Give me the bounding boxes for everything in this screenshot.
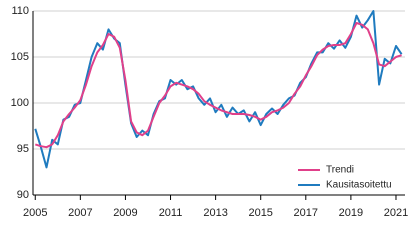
- x-tick-label: 2005: [23, 207, 47, 219]
- y-tick-label: 100: [11, 97, 29, 109]
- y-tick-label: 105: [11, 51, 29, 63]
- x-tick-label: 2007: [68, 207, 92, 219]
- series-line: [34, 10, 403, 169]
- chart: 90 95 100 105 110 2005 2007 2009 2011 2013 2015 201…: [11, 5, 409, 219]
- x-tick-label: 2019: [339, 207, 363, 219]
- x-tick-label: 2011: [159, 207, 183, 219]
- x-tick-label: 2009: [113, 207, 137, 219]
- x-tick-label: 2021: [384, 207, 408, 219]
- x-tick-label: 2015: [248, 207, 272, 219]
- series-line: [34, 22, 402, 149]
- legend-label: Kausitasoitettu: [326, 180, 392, 191]
- x-tick-label: 2013: [203, 207, 227, 219]
- y-tick-label: 110: [11, 5, 29, 17]
- x-tick-label: 2017: [294, 207, 318, 219]
- legend-label: Trendi: [326, 165, 354, 176]
- y-tick-label: 90: [17, 189, 29, 201]
- y-tick-label: 95: [17, 143, 29, 155]
